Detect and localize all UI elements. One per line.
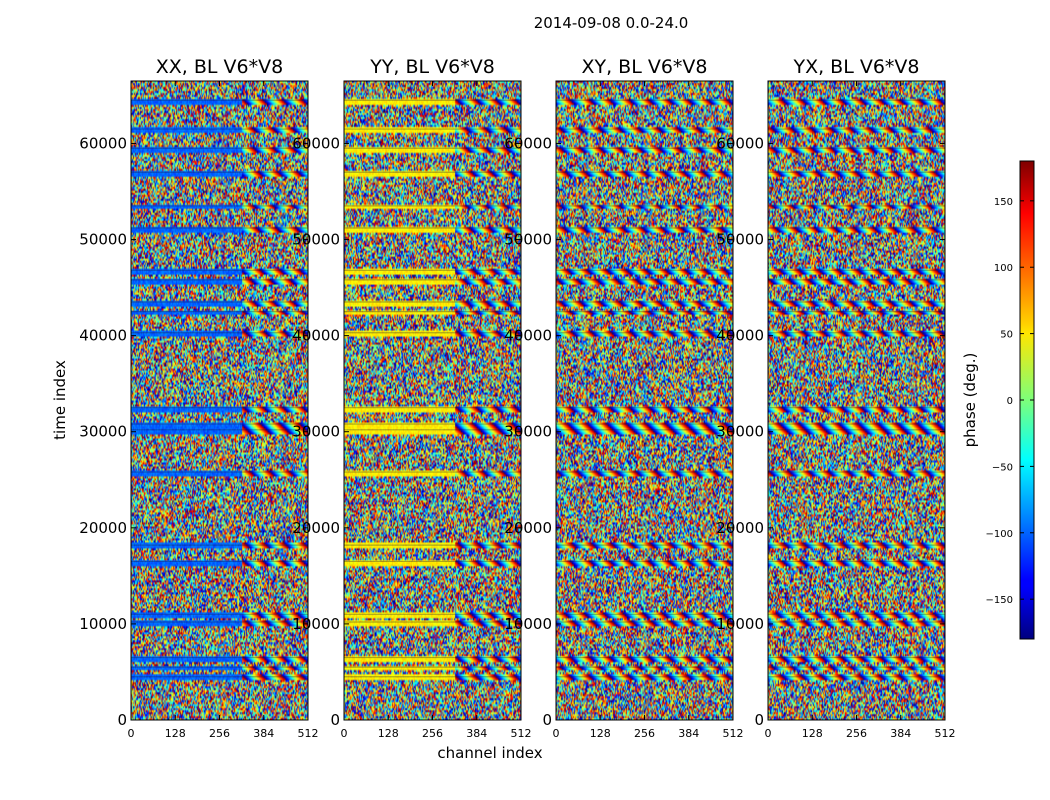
y-tick-label: 20000 [292, 519, 340, 537]
panel-3: XY, BL V6*V8 0 128 256 384 512 0 10000 20000 3000… [504, 56, 743, 740]
heatmap-image [768, 81, 945, 720]
colorbar-label: phase (deg.) [961, 353, 979, 448]
y-tick-label: 0 [754, 711, 764, 729]
panel-title: XX, BL V6*V8 [156, 56, 283, 78]
y-tick-label: 30000 [79, 423, 127, 441]
colorbar-tick-label: 0 [1007, 396, 1013, 407]
y-tick-label: 60000 [292, 134, 340, 152]
x-tick-label: 128 [590, 727, 611, 740]
y-tick-label: 50000 [292, 231, 340, 249]
x-tick-label: 128 [802, 727, 823, 740]
x-tick-label: 512 [723, 727, 744, 740]
y-tick-label: 0 [330, 711, 340, 729]
x-tick-label: 128 [165, 727, 186, 740]
x-tick-label: 0 [341, 727, 348, 740]
y-tick-label: 10000 [79, 615, 127, 633]
colorbar-tick-label: −50 [992, 462, 1013, 473]
panel-2: YY, BL V6*V8 0 128 256 384 512 0 10000 20000 3000… [292, 56, 531, 740]
heatmap-image [131, 81, 308, 720]
x-tick-label: 512 [511, 727, 532, 740]
y-tick-label: 0 [542, 711, 552, 729]
x-tick-label: 384 [678, 727, 699, 740]
x-tick-label: 384 [253, 727, 274, 740]
x-tick-label: 384 [890, 727, 911, 740]
y-tick-label: 40000 [716, 327, 764, 345]
heatmap-image [556, 81, 733, 720]
x-axis-label: channel index [437, 744, 542, 762]
y-tick-label: 20000 [716, 519, 764, 537]
y-tick-label: 30000 [292, 423, 340, 441]
y-tick-label: 40000 [504, 327, 552, 345]
y-tick-label: 0 [117, 711, 127, 729]
x-tick-label: 256 [634, 727, 655, 740]
y-tick-label: 30000 [716, 423, 764, 441]
figure-suptitle: 2014-09-08 0.0-24.0 [534, 14, 689, 32]
x-tick-label: 384 [466, 727, 487, 740]
y-tick-label: 50000 [504, 231, 552, 249]
y-tick-label: 10000 [716, 615, 764, 633]
panel-1: XX, BL V6*V8 0 128 256 384 512 0 10000 20000 3000… [79, 56, 318, 740]
y-tick-label: 50000 [79, 231, 127, 249]
y-tick-label: 10000 [292, 615, 340, 633]
x-tick-label: 0 [765, 727, 772, 740]
colorbar-tick-label: 150 [994, 197, 1013, 208]
x-tick-label: 256 [209, 727, 230, 740]
y-tick-label: 60000 [504, 134, 552, 152]
y-axis-label: time index [51, 360, 69, 440]
y-tick-label: 20000 [504, 519, 552, 537]
x-tick-label: 512 [298, 727, 319, 740]
colorbar-ticks: −150 −100 −50 0 50 100 150 [986, 197, 1034, 606]
x-tick-label: 256 [846, 727, 867, 740]
colorbar-tick-label: 50 [1000, 330, 1013, 341]
y-tick-label: 20000 [79, 519, 127, 537]
panel-title: XY, BL V6*V8 [581, 56, 707, 78]
x-tick-label: 512 [935, 727, 956, 740]
y-tick-label: 60000 [79, 134, 127, 152]
y-tick-label: 60000 [716, 134, 764, 152]
heatmap-panels: XX, BL V6*V8 0 128 256 384 512 0 10000 20000 3000… [79, 56, 955, 740]
y-tick-label: 10000 [504, 615, 552, 633]
y-tick-label: 40000 [79, 327, 127, 345]
colorbar-tick-label: −100 [986, 529, 1013, 540]
panel-4: YX, BL V6*V8 0 128 256 384 512 0 10000 20000 3000… [716, 56, 955, 740]
panel-title: YX, BL V6*V8 [792, 56, 919, 78]
x-tick-label: 0 [128, 727, 135, 740]
x-tick-label: 0 [553, 727, 560, 740]
y-tick-label: 30000 [504, 423, 552, 441]
colorbar: −150 −100 −50 0 50 100 150 phase (deg.) [961, 160, 1035, 640]
heatmap-image [344, 81, 521, 720]
colorbar-tick-label: 100 [994, 263, 1013, 274]
colorbar-tick-label: −150 [986, 595, 1013, 606]
panel-title: YY, BL V6*V8 [369, 56, 495, 78]
x-tick-label: 128 [378, 727, 399, 740]
y-tick-label: 40000 [292, 327, 340, 345]
y-tick-label: 50000 [716, 231, 764, 249]
x-tick-label: 256 [422, 727, 443, 740]
